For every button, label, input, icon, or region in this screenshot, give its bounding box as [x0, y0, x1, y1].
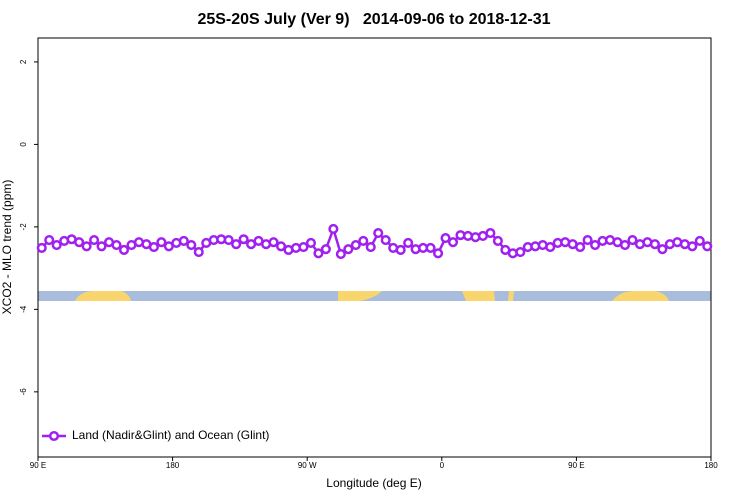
- point: [268, 237, 279, 248]
- point: [619, 239, 631, 251]
- point: [350, 239, 361, 251]
- point: [694, 235, 705, 246]
- y-tick-label: -2: [19, 223, 28, 231]
- point: [186, 239, 197, 251]
- x-tick-label: 90 E: [30, 461, 46, 470]
- point: [365, 242, 376, 253]
- point: [657, 244, 668, 255]
- point: [118, 244, 130, 256]
- land-band: [75, 291, 131, 301]
- point: [313, 248, 324, 259]
- land-band: [508, 291, 514, 301]
- point: [335, 249, 346, 260]
- point: [96, 241, 107, 252]
- point: [275, 241, 287, 252]
- point: [74, 237, 85, 248]
- point: [649, 239, 660, 250]
- point: [44, 235, 55, 246]
- point: [687, 241, 698, 252]
- land-ocean-mask: [38, 291, 711, 301]
- point: [223, 235, 234, 246]
- point: [485, 228, 496, 239]
- point: [148, 242, 159, 253]
- x-tick-label: 180: [166, 461, 180, 470]
- point: [193, 246, 204, 258]
- point: [320, 244, 331, 255]
- x-tick-label: 0: [440, 461, 445, 470]
- point: [627, 235, 638, 246]
- point: [156, 237, 167, 248]
- point: [515, 246, 526, 258]
- point: [447, 237, 459, 248]
- point: [403, 237, 414, 249]
- point: [492, 235, 503, 246]
- point: [89, 235, 100, 246]
- point: [178, 235, 189, 246]
- point: [343, 244, 354, 255]
- y-tick-label: 0: [19, 142, 28, 147]
- land-band: [462, 291, 495, 301]
- point: [380, 235, 391, 246]
- point: [425, 242, 436, 253]
- chart-title: 25S-20S July (Ver 9) 2014-09-06 to 2018-…: [197, 11, 550, 28]
- point: [582, 235, 593, 246]
- x-tick-label: 180: [704, 461, 718, 470]
- point: [440, 232, 451, 244]
- point: [51, 239, 62, 251]
- point: [111, 239, 122, 251]
- x-tick-label: 90 E: [568, 461, 584, 470]
- y-tick-label: -6: [19, 388, 28, 396]
- point: [298, 242, 309, 253]
- point: [395, 244, 406, 256]
- y-tick-label: -4: [19, 305, 28, 313]
- point: [702, 241, 713, 252]
- land-band: [612, 291, 669, 301]
- point: [238, 234, 249, 245]
- point: [231, 239, 242, 250]
- legend-label: Land (Nadir&Glint) and Ocean (Glint): [72, 428, 269, 442]
- point: [590, 239, 601, 251]
- point: [305, 237, 316, 249]
- land-band: [338, 291, 382, 301]
- y-axis-label: XCO2 - MLO trend (ppm): [0, 180, 14, 315]
- legend-marker: [48, 430, 60, 442]
- point: [81, 241, 92, 252]
- point: [373, 228, 384, 239]
- point: [328, 223, 339, 234]
- point: [545, 242, 556, 253]
- x-axis-label: Longitude (deg E): [326, 476, 421, 490]
- point: [36, 242, 47, 253]
- point: [358, 235, 369, 246]
- x-tick-label: 90 W: [298, 461, 317, 470]
- point: [433, 248, 444, 259]
- point: [575, 242, 586, 253]
- y-tick-label: 2: [19, 59, 28, 64]
